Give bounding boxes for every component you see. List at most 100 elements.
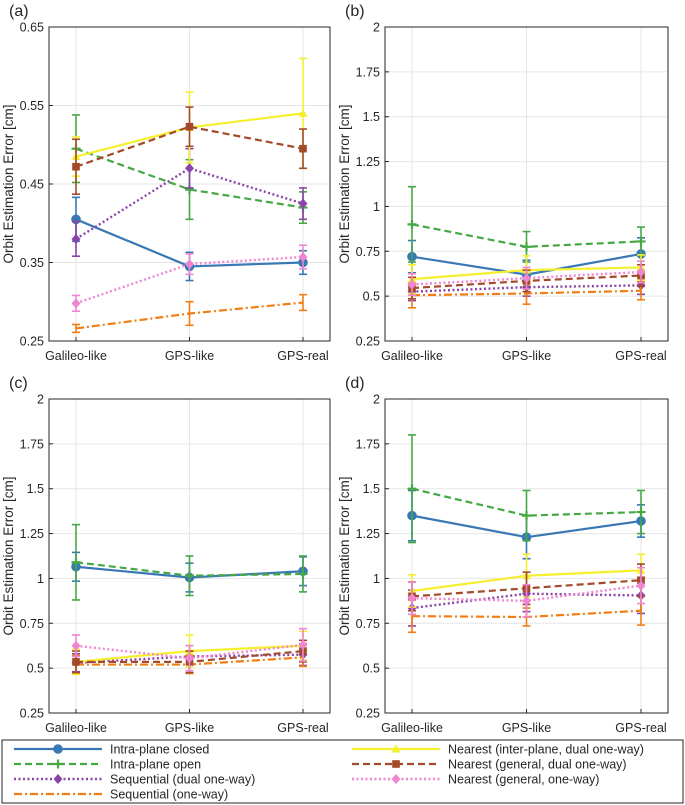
data-point <box>298 639 308 650</box>
data-point <box>299 144 307 153</box>
y-tick-label: 1.25 <box>356 155 380 169</box>
x-tick-label: GPS-real <box>277 721 328 735</box>
legend-marker <box>391 774 401 784</box>
legend-label: Nearest (inter-plane, dual one-way) <box>448 743 644 757</box>
data-point <box>71 640 81 651</box>
y-tick-label: 1.75 <box>356 65 380 79</box>
legend-label: Sequential (one-way) <box>110 788 228 802</box>
data-point <box>407 279 417 290</box>
data-point <box>636 580 646 591</box>
data-point <box>185 122 194 131</box>
series-intra-open <box>407 185 646 263</box>
series-sequential-one <box>72 293 307 334</box>
x-tick-label: GPS-like <box>502 349 551 363</box>
y-tick-label: 0.45 <box>20 178 44 192</box>
x-tick-label: GPS-like <box>502 721 551 735</box>
data-point <box>636 236 646 246</box>
legend-label: Intra-plane open <box>110 758 201 772</box>
data-point <box>522 273 531 284</box>
chart-panel: 0.25 0.5 0.75 1 1.25 1.5 1.75 2 Galileo-like GPS-… <box>1 375 331 735</box>
legend-item-nearest-general-dual: Nearest (general, dual one-way) <box>352 758 627 772</box>
legend-item-nearest-inter: Nearest (inter-plane, dual one-way) <box>352 743 644 757</box>
series-nearest-general-one <box>71 244 308 312</box>
x-tick-label: Galileo-like <box>45 721 107 735</box>
x-tick-label: Galileo-like <box>45 349 107 363</box>
legend-box <box>1 739 684 804</box>
y-tick-label: 0.5 <box>27 662 44 676</box>
series-line <box>75 167 304 240</box>
data-point <box>407 484 417 494</box>
x-tick-label: GPS-real <box>615 349 666 363</box>
y-tick-label: 2 <box>37 393 44 407</box>
series-line <box>411 487 642 517</box>
data-point <box>185 259 194 270</box>
data-point <box>298 108 308 117</box>
y-tick-label: 1.5 <box>363 482 380 496</box>
data-point <box>298 252 308 263</box>
series-sequential-dual <box>71 147 308 258</box>
series-line <box>75 301 304 330</box>
legend-marker <box>53 744 63 754</box>
legend-item-nearest-general-one: Nearest (general, one-way) <box>352 773 599 787</box>
series-intra-open <box>407 434 646 544</box>
y-axis-label: Orbit Estimation Error [cm] <box>1 104 16 263</box>
y-tick-label: 2 <box>373 21 380 35</box>
series-intra-open <box>71 523 308 601</box>
y-tick-label: 1.5 <box>27 482 44 496</box>
data-point <box>298 198 308 209</box>
y-axis-label: Orbit Estimation Error [cm] <box>337 476 352 635</box>
data-point <box>522 242 531 252</box>
legend-marker <box>53 759 63 769</box>
data-point <box>522 595 531 606</box>
chart-panel: 0.25 0.5 0.75 1 1.25 1.5 1.75 2 Galileo-like GPS-… <box>337 375 669 735</box>
data-point <box>72 658 80 666</box>
x-tick-label: Galileo-like <box>381 721 443 735</box>
legend-label: Sequential (dual one-way) <box>110 773 255 787</box>
y-tick-label: 0.25 <box>356 707 380 721</box>
x-tick-label: GPS-real <box>615 721 666 735</box>
data-point <box>522 511 531 521</box>
y-tick-label: 0.35 <box>20 256 44 270</box>
data-point <box>71 298 81 309</box>
y-tick-label: 1 <box>37 572 44 586</box>
data-point <box>407 593 417 604</box>
y-tick-label: 1.5 <box>363 110 380 124</box>
legend-marker <box>392 760 400 768</box>
data-point <box>71 233 81 244</box>
data-point <box>407 219 417 229</box>
legend-label: Intra-plane closed <box>110 743 209 757</box>
y-tick-label: 0.5 <box>363 662 380 676</box>
x-tick-label: GPS-real <box>277 349 328 363</box>
series-nearest-general-one <box>71 627 308 672</box>
y-tick-label: 1.75 <box>20 437 44 451</box>
data-point <box>72 162 80 171</box>
panel-label: (c) <box>9 375 28 392</box>
y-tick-label: 0.75 <box>356 245 380 259</box>
panel-label: (d) <box>345 375 365 392</box>
legend-item-sequential-dual: Sequential (dual one-way) <box>14 773 255 787</box>
chart-panel: 0.25 0.5 0.75 1 1.25 1.5 1.75 2 Galileo-like GPS-… <box>337 3 669 363</box>
y-tick-label: 1 <box>373 200 380 214</box>
x-tick-label: GPS-like <box>165 721 214 735</box>
y-tick-label: 0.5 <box>363 290 380 304</box>
data-point <box>185 653 194 664</box>
y-tick-label: 1.75 <box>356 437 380 451</box>
legend-label: Nearest (general, one-way) <box>448 773 599 787</box>
panel-label: (a) <box>9 3 29 20</box>
y-tick-label: 1.25 <box>20 527 44 541</box>
y-tick-label: 0.65 <box>20 21 44 35</box>
y-tick-label: 0.75 <box>20 617 44 631</box>
data-point <box>185 163 194 174</box>
legend-item-intra-closed: Intra-plane closed <box>14 743 209 757</box>
x-tick-label: GPS-like <box>165 349 214 363</box>
legend-item-intra-open: Intra-plane open <box>14 758 201 772</box>
y-tick-label: 1 <box>373 572 380 586</box>
series-nearest-general-one <box>407 566 646 618</box>
series-nearest-general-one <box>407 260 646 297</box>
y-tick-label: 1.25 <box>356 527 380 541</box>
x-tick-label: Galileo-like <box>381 349 443 363</box>
legend-marker <box>53 774 63 784</box>
data-point <box>185 571 194 581</box>
y-tick-label: 0.75 <box>356 617 380 631</box>
